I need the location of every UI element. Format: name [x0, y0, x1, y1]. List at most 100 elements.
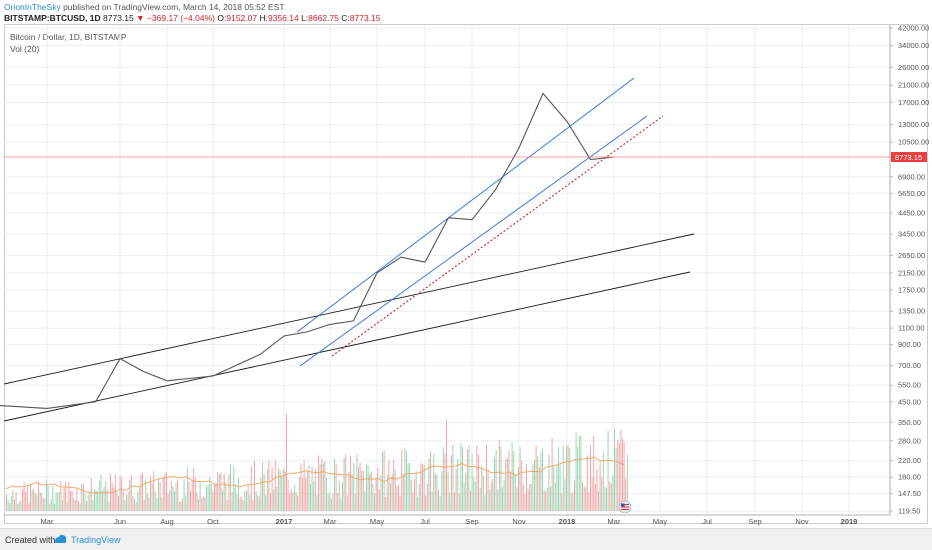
- volume-bar: [526, 464, 527, 511]
- volume-bar: [180, 501, 182, 511]
- flag-icon[interactable]: [618, 500, 632, 514]
- volume-bar: [286, 413, 287, 511]
- down-arrow-icon: ▼: [136, 13, 145, 23]
- x-tick-label: Sep: [748, 517, 761, 526]
- volume-bar: [574, 480, 575, 511]
- volume-bar: [511, 442, 513, 511]
- volume-bar: [505, 459, 507, 511]
- volume-bar: [346, 495, 348, 511]
- volume-bar: [238, 477, 239, 511]
- volume-bar: [44, 497, 46, 511]
- volume-bar: [252, 499, 254, 511]
- volume-bar: [572, 491, 574, 511]
- volume-bar: [487, 469, 489, 511]
- volume-bar: [42, 498, 44, 511]
- long-channel-lower-line: [3, 271, 691, 422]
- volume-bar: [217, 472, 219, 511]
- volume-bar: [116, 491, 118, 511]
- volume-bar: [606, 488, 607, 511]
- x-tick-label: Jun: [114, 517, 126, 526]
- volume-bar: [458, 493, 460, 511]
- volume-bar: [354, 493, 356, 511]
- volume-bar: [28, 502, 30, 511]
- volume-bar: [68, 481, 70, 511]
- volume-bar: [279, 470, 281, 511]
- volume-bar: [369, 473, 371, 511]
- author-link[interactable]: OrionInTheSky: [4, 2, 61, 12]
- x-tick-label: May: [653, 517, 667, 526]
- volume-bar: [76, 486, 78, 511]
- volume-bar: [15, 492, 17, 511]
- volume-bar: [481, 465, 483, 511]
- volume-bar: [393, 459, 395, 511]
- volume-bar: [486, 445, 487, 511]
- volume-bar: [497, 489, 499, 511]
- x-tick-label: 2018: [559, 517, 576, 526]
- volume-bar: [620, 429, 622, 511]
- footer-bar: Created with TradingView: [0, 528, 932, 550]
- volume-bar: [498, 439, 500, 511]
- volume-bar: [270, 492, 271, 511]
- volume-bar: [313, 481, 315, 511]
- volume-bar: [289, 493, 291, 511]
- volume-bar: [177, 479, 179, 511]
- volume-bar: [6, 494, 7, 511]
- volume-bar: [508, 450, 510, 511]
- volume-bar: [465, 472, 467, 511]
- volume-bar: [126, 495, 127, 511]
- volume-bar: [538, 466, 540, 511]
- volume-bar: [55, 492, 57, 511]
- volume-bar: [191, 479, 193, 511]
- volume-bar: [153, 470, 155, 511]
- volume-bar: [50, 498, 52, 511]
- volume-bar: [182, 498, 183, 511]
- volume-bar: [623, 441, 625, 511]
- volume-bar: [358, 466, 359, 511]
- high-label: H:: [259, 13, 268, 23]
- volume-bar: [449, 492, 451, 511]
- volume-bar: [351, 474, 353, 511]
- volume-bar: [209, 476, 211, 511]
- volume-bar: [33, 488, 35, 511]
- volume-bar: [594, 483, 596, 511]
- x-tick-label: May: [370, 517, 384, 526]
- volume-bar: [204, 497, 206, 511]
- volume-bar: [599, 460, 601, 511]
- volume-bar: [169, 490, 171, 511]
- volume-bar: [495, 449, 497, 511]
- volume-bar: [356, 454, 358, 511]
- volume-bar: [362, 471, 364, 511]
- volume-bar: [167, 493, 169, 511]
- current-price-badge: [891, 152, 927, 163]
- volume-bar: [591, 477, 593, 511]
- open-value: 9152.07: [226, 13, 258, 23]
- volume-bar: [543, 490, 545, 511]
- volume-ma-line: [5, 456, 625, 494]
- volume-bar: [612, 475, 614, 511]
- volume-bar: [367, 465, 369, 511]
- volume-bar: [132, 495, 134, 511]
- volume-bar: [359, 462, 361, 511]
- volume-bar: [556, 464, 558, 511]
- y-tick-label: 550.00: [898, 381, 921, 390]
- volume-bar: [546, 488, 548, 511]
- x-tick-label: Aug: [160, 517, 173, 526]
- y-tick-label: 119.50: [898, 507, 920, 516]
- publish-info: OrionInTheSky published on TradingView.c…: [4, 2, 285, 12]
- volume-bar: [54, 503, 55, 511]
- volume-bar: [545, 491, 547, 511]
- y-tick-label: 1350.00: [898, 307, 925, 316]
- volume-bar: [294, 485, 295, 511]
- volume-bar: [262, 461, 263, 511]
- low-value: 8662.75: [308, 13, 339, 23]
- volume-bar: [30, 483, 31, 511]
- y-tick-label: 13000.00: [898, 120, 929, 129]
- volume-bar: [518, 467, 519, 511]
- volume-bar: [142, 472, 143, 511]
- volume-bar: [430, 451, 431, 511]
- x-tick-label: Nov: [512, 517, 526, 526]
- volume-bar: [415, 470, 417, 511]
- volume-bar: [554, 482, 556, 511]
- tradingview-brand-link[interactable]: TradingView: [71, 535, 121, 545]
